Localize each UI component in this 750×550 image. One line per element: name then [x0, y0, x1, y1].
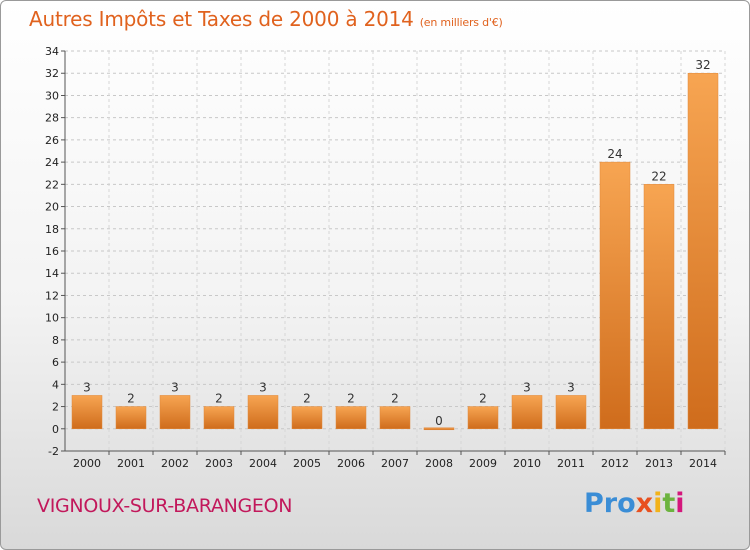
data-label-2000: 3	[83, 380, 91, 394]
x-tick-label-2003: 2003	[205, 457, 233, 470]
data-label-2013: 22	[651, 169, 666, 183]
bar-2006	[335, 406, 367, 430]
data-label-2008: 0	[435, 414, 443, 428]
bar-2012	[599, 161, 631, 430]
y-tick-label: 28	[45, 112, 59, 125]
logo-part-3: i	[653, 488, 663, 519]
bar-2011	[555, 395, 587, 430]
logo-part-5: i	[675, 488, 685, 519]
bar-2003	[203, 406, 235, 430]
bar-2007	[379, 406, 411, 430]
data-label-2014: 32	[695, 58, 710, 72]
x-tick-label-2013: 2013	[645, 457, 673, 470]
y-tick-label: 14	[45, 267, 59, 280]
bar-2010	[511, 395, 543, 430]
x-tick-label-2014: 2014	[689, 457, 717, 470]
y-tick-label: 0	[52, 423, 59, 436]
x-tick-label-2002: 2002	[161, 457, 189, 470]
x-tick-label-2007: 2007	[381, 457, 409, 470]
data-label-2006: 2	[347, 392, 355, 406]
data-label-2011: 3	[567, 380, 575, 394]
data-label-2001: 2	[127, 392, 135, 406]
x-tick-label-2010: 2010	[513, 457, 541, 470]
city-name: VIGNOUX-SUR-BARANGEON	[37, 495, 293, 517]
x-tick-label-2012: 2012	[601, 457, 629, 470]
bar-2009	[467, 406, 499, 430]
y-tick-label: 2	[52, 401, 59, 414]
y-tick-label: -2	[48, 445, 59, 458]
y-tick-label: 6	[52, 356, 59, 369]
y-tick-label: 20	[45, 201, 59, 214]
y-tick-label: 32	[45, 67, 59, 80]
y-tick-label: 34	[45, 45, 59, 58]
y-tick-label: 10	[45, 312, 59, 325]
y-tick-label: 8	[52, 334, 59, 347]
data-label-2012: 24	[607, 147, 622, 161]
bar-2004	[247, 395, 279, 430]
bar-2008	[423, 427, 455, 431]
data-label-2005: 2	[303, 392, 311, 406]
y-tick-label: 18	[45, 223, 59, 236]
bar-2000	[71, 395, 103, 430]
chart-title-text: Autres Impôts et Taxes de 2000 à 2014	[29, 7, 414, 31]
x-tick-label-2009: 2009	[469, 457, 497, 470]
y-tick-label: 26	[45, 134, 59, 147]
x-tick-label-2006: 2006	[337, 457, 365, 470]
bars	[71, 72, 719, 431]
logo-part-1: Pro	[584, 488, 636, 519]
bar-2001	[115, 406, 147, 430]
x-tick-label-2008: 2008	[425, 457, 453, 470]
y-tick-label: 30	[45, 89, 59, 102]
data-label-2003: 2	[215, 392, 223, 406]
y-tick-label: 24	[45, 156, 59, 169]
bar-2005	[291, 406, 323, 430]
y-tick-label: 16	[45, 245, 59, 258]
chart-title: Autres Impôts et Taxes de 2000 à 2014 (en…	[29, 7, 503, 31]
x-tick-label-2001: 2001	[117, 457, 145, 470]
x-tick-label-2004: 2004	[249, 457, 277, 470]
y-tick-label: 22	[45, 178, 59, 191]
x-tick-label-2005: 2005	[293, 457, 321, 470]
data-label-2002: 3	[171, 380, 179, 394]
bar-2002	[159, 395, 191, 430]
y-tick-label: 12	[45, 289, 59, 302]
x-tick-label-2011: 2011	[557, 457, 585, 470]
data-label-2010: 3	[523, 380, 531, 394]
logo-part-4: t	[662, 488, 676, 519]
y-tick-label: 4	[52, 378, 59, 391]
bar-2013	[643, 184, 675, 430]
x-tick-label-2000: 2000	[73, 457, 101, 470]
data-label-2004: 3	[259, 380, 267, 394]
logo-part-2: x	[635, 488, 654, 519]
chart-unit: (en milliers d'€)	[419, 16, 503, 29]
labels: 2000 3 2001 2 2002 3 2003 2 2004 3 2005 2 2006 2 2007 2…	[73, 58, 717, 470]
proxiti-logo[interactable]: Proxiti	[584, 488, 685, 519]
bar-2014	[687, 72, 719, 430]
data-label-2007: 2	[391, 392, 399, 406]
data-label-2009: 2	[479, 392, 487, 406]
